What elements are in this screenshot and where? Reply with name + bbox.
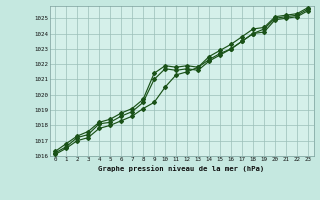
X-axis label: Graphe pression niveau de la mer (hPa): Graphe pression niveau de la mer (hPa) [99, 165, 265, 172]
